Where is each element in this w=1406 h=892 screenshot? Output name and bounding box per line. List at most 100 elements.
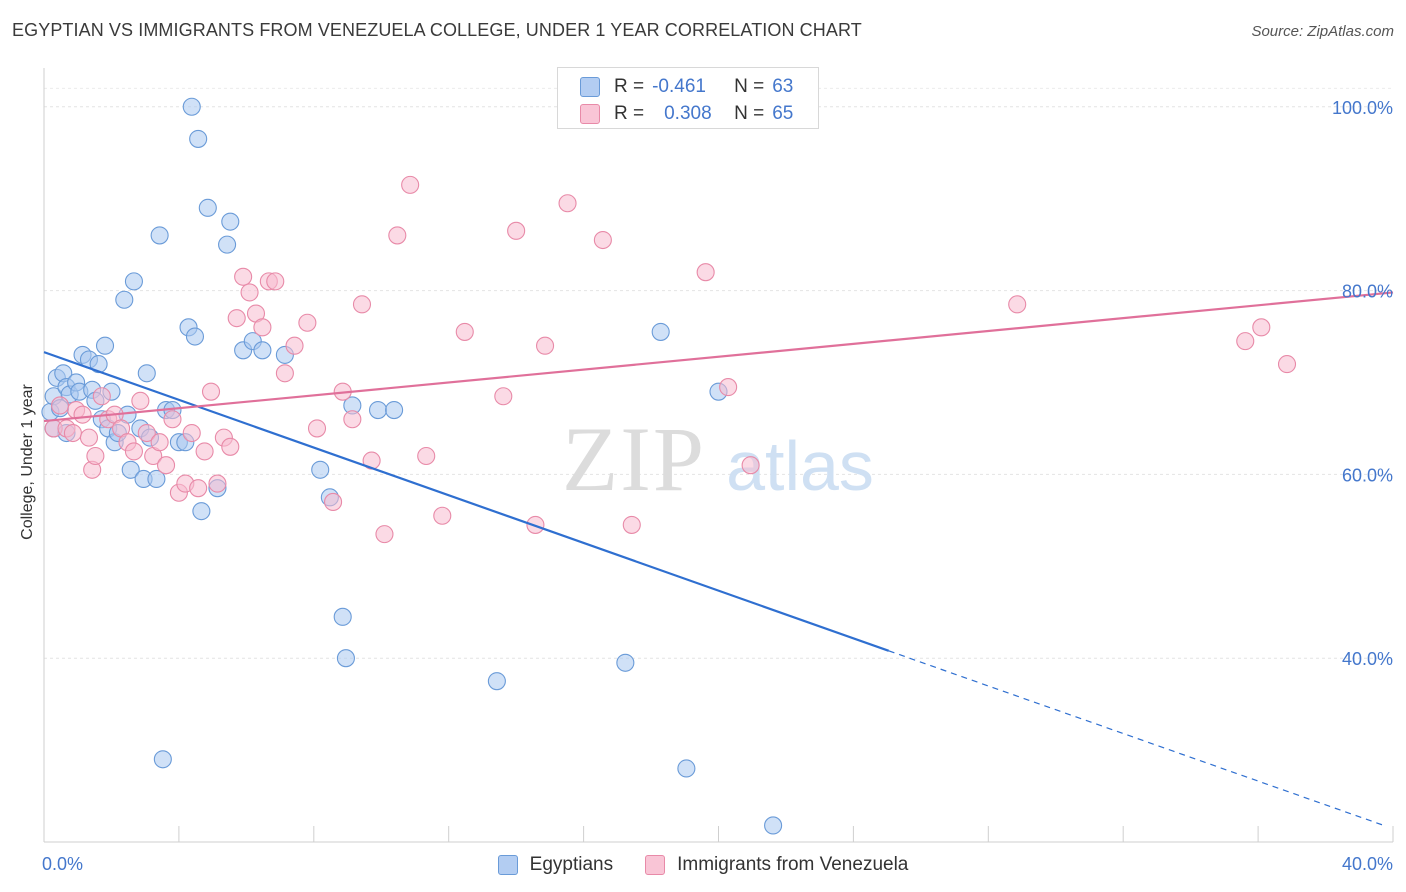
egyptians-point — [189, 129, 208, 148]
venezuela-point — [401, 175, 420, 194]
egyptians-trend-line — [43, 351, 890, 652]
venezuela-point — [266, 272, 285, 291]
venezuela-point — [51, 396, 70, 415]
legend-item-egyptians[interactable]: Egyptians — [497, 854, 614, 876]
egyptians-point — [221, 212, 240, 231]
venezuela-point — [201, 382, 221, 401]
venezuela-point — [163, 410, 182, 429]
venezuela-point — [79, 428, 99, 447]
venezuela-point — [324, 492, 343, 512]
watermark: ZIP atlas — [562, 408, 874, 510]
y-tick-label: 40.0% — [1342, 649, 1393, 669]
venezuela-point — [131, 391, 150, 410]
venezuela-point — [73, 405, 92, 424]
x-tick-label: 0.0% — [42, 854, 83, 874]
venezuela-point — [375, 525, 394, 544]
venezuela-point — [741, 456, 760, 475]
stats-legend-row-egyptians: R = -0.461 N = 63 — [580, 74, 793, 100]
egyptians-r-value: -0.461 — [652, 76, 706, 97]
egyptians-point — [182, 97, 201, 116]
venezuela-point — [124, 442, 143, 461]
venezuela-point — [719, 378, 738, 397]
venezuela-point — [536, 336, 555, 355]
venezuela-point — [455, 322, 474, 341]
egyptians-point — [677, 759, 696, 778]
y-tick-label: 60.0% — [1342, 465, 1393, 485]
egyptians-point — [137, 364, 156, 383]
axes — [43, 68, 1394, 843]
egyptians-point — [185, 327, 205, 346]
egyptians-point — [333, 607, 352, 626]
egyptians-point — [198, 198, 217, 217]
stats-legend: R = -0.461 N = 63 R = 0.308 N = 65 — [557, 67, 819, 129]
venezuela-point — [157, 456, 176, 475]
venezuela-point — [1236, 332, 1255, 351]
venezuela-point — [1277, 355, 1297, 374]
venezuela-point — [182, 423, 201, 443]
r-label: R = — [614, 103, 645, 124]
r-label: R = — [614, 76, 645, 97]
egyptians-point — [336, 649, 355, 668]
egyptians-swatch — [580, 77, 600, 97]
egyptians-point — [616, 653, 635, 672]
egyptians-point — [368, 400, 388, 420]
tick-labels: 100.0% 80.0% 60.0% 40.0% 0.0% 40.0% — [42, 98, 1393, 874]
legend-label-egyptians: Egyptians — [529, 854, 614, 875]
venezuela-point — [494, 387, 513, 406]
egyptians-point — [95, 336, 115, 355]
venezuela-point — [1252, 318, 1271, 337]
egyptians-trend-line-extension — [888, 650, 1387, 827]
legend-label-venezuela: Immigrants from Venezuela — [677, 854, 909, 875]
venezuela-point — [507, 221, 526, 240]
venezuela-r-value: 0.308 — [664, 103, 712, 124]
egyptians-n-value: 63 — [772, 76, 794, 97]
venezuela-point — [234, 267, 253, 286]
venezuela-point — [696, 263, 715, 282]
venezuela-point — [195, 442, 214, 461]
series-legend: Egyptians Immigrants from Venezuela — [0, 852, 1406, 878]
egyptians-point — [150, 226, 169, 245]
venezuela-point — [343, 410, 362, 429]
egyptians-point — [192, 502, 211, 521]
egyptians-point — [153, 750, 172, 769]
venezuela-point — [86, 446, 105, 466]
legend-item-venezuela[interactable]: Immigrants from Venezuela — [645, 854, 908, 876]
venezuela-point — [189, 479, 208, 498]
egyptians-point — [651, 322, 670, 341]
venezuela-point — [307, 419, 327, 438]
chart-source: Source: ZipAtlas.com — [1251, 23, 1394, 40]
egyptians-point — [385, 400, 404, 420]
venezuela-point — [285, 336, 304, 355]
egyptians-point — [147, 469, 166, 489]
venezuela-point — [417, 446, 436, 466]
venezuela-point — [622, 515, 641, 534]
venezuela-point — [137, 423, 156, 443]
venezuela-n-value: 65 — [772, 103, 794, 124]
egyptians-point — [764, 816, 783, 835]
venezuela-point — [150, 433, 169, 452]
venezuela-point — [558, 194, 577, 213]
venezuela-point — [63, 423, 82, 443]
egyptians-point — [311, 460, 330, 479]
venezuela-point — [593, 230, 612, 250]
n-label: N = — [734, 103, 765, 124]
watermark-zip: ZIP — [562, 408, 706, 510]
venezuela-point — [1008, 295, 1027, 314]
venezuela-point — [227, 309, 246, 328]
venezuela-swatch — [580, 104, 600, 124]
venezuela-point — [352, 295, 372, 314]
egyptians-point — [115, 290, 134, 309]
venezuela-point — [298, 313, 317, 332]
venezuela-point — [92, 387, 111, 406]
venezuela-trend-line — [43, 291, 1394, 423]
trend-lines — [43, 291, 1394, 827]
venezuela-legend-swatch — [645, 855, 666, 875]
y-tick-label: 80.0% — [1342, 282, 1393, 302]
x-tick-label: 40.0% — [1342, 854, 1393, 874]
venezuela-point — [275, 364, 294, 383]
chart-title: EGYPTIAN VS IMMIGRANTS FROM VENEZUELA CO… — [12, 20, 862, 40]
stats-legend-row-venezuela: R = 0.308 N = 65 — [580, 101, 793, 127]
venezuela-point — [240, 283, 259, 302]
egyptians-point — [121, 460, 140, 479]
